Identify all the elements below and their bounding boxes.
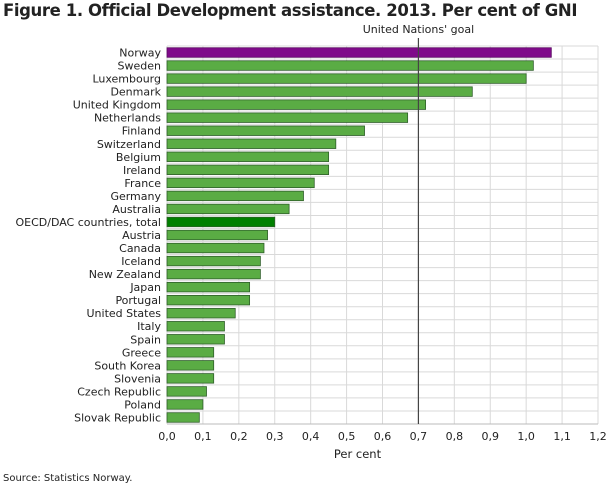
category-label: Canada [119, 242, 161, 255]
bar-japan [166, 281, 251, 293]
category-label: Iceland [121, 255, 161, 268]
bar-sweden [166, 60, 534, 71]
category-label: Sweden [118, 60, 161, 73]
bar-poland [166, 399, 204, 410]
x-tick-label: 0,1 [194, 430, 212, 443]
category-label: Austria [122, 229, 161, 242]
chart-title: Figure 1. Official Development assistanc… [3, 1, 578, 20]
bar-czech-republic [166, 386, 207, 397]
bar-united-states [166, 308, 236, 319]
bar-denmark [166, 86, 473, 97]
bar-new-zealand [166, 268, 261, 280]
bar-oecd-dac-countries-total [166, 216, 276, 228]
category-label: Belgium [116, 151, 161, 164]
bar-spain [166, 334, 225, 345]
x-tick-label: 0,4 [302, 430, 320, 443]
x-tick-label: 0,3 [266, 430, 284, 443]
x-tick-label: 0,2 [230, 430, 248, 443]
bar-canada [166, 242, 265, 254]
bar-belgium [166, 151, 330, 162]
category-label: Poland [124, 398, 161, 411]
category-label: Luxembourg [92, 73, 161, 86]
category-label: Finland [122, 125, 161, 138]
bar-slovak-republic [166, 412, 200, 423]
bar-norway [166, 47, 552, 58]
category-label: Switzerland [97, 138, 161, 151]
category-label: Japan [129, 281, 161, 294]
category-label: New Zealand [89, 268, 161, 281]
category-label: Ireland [123, 164, 161, 177]
bar-netherlands [166, 112, 409, 123]
category-label: Czech Republic [77, 385, 161, 398]
bar-france [166, 177, 315, 189]
category-label: France [124, 177, 161, 190]
category-label: Greece [122, 346, 161, 359]
category-label: Netherlands [94, 112, 161, 125]
category-label: Italy [137, 320, 161, 333]
bar-ireland [166, 164, 330, 175]
bar-iceland [166, 255, 261, 267]
source-note: Source: Statistics Norway. [3, 473, 133, 484]
bar-finland [166, 125, 365, 136]
x-tick-label: 0,7 [410, 430, 428, 443]
x-tick-label: 1,0 [517, 430, 535, 443]
category-label: Denmark [110, 86, 161, 99]
bar-switzerland [166, 138, 337, 149]
x-axis-title: Per cent [334, 447, 382, 461]
x-tick-label: 0,6 [374, 430, 392, 443]
un-goal-label: United Nations' goal [363, 23, 474, 36]
x-tick-label: 0,9 [482, 430, 500, 443]
x-tick-label: 1,2 [589, 430, 607, 443]
bar-slovenia [166, 373, 215, 384]
x-tick-label: 1,1 [553, 430, 571, 443]
category-label: United Kingdom [73, 99, 161, 112]
x-tick-label: 0,0 [158, 430, 176, 443]
bar-luxembourg [166, 73, 527, 84]
bar-australia [166, 203, 290, 215]
category-label: Portugal [115, 294, 161, 307]
category-label: Slovak Republic [74, 411, 161, 424]
category-label: Norway [119, 47, 161, 60]
bar-germany [166, 190, 304, 202]
category-label: United States [87, 307, 162, 320]
bar-united-kingdom [166, 99, 427, 110]
category-label: OECD/DAC countries, total [15, 216, 161, 229]
x-tick-label: 0,5 [338, 430, 356, 443]
bar-south-korea [166, 360, 215, 371]
bar-greece [166, 347, 215, 358]
category-label: Australia [112, 203, 161, 216]
bar-portugal [166, 295, 251, 306]
category-label: South Korea [94, 359, 161, 372]
category-label: Spain [130, 333, 161, 346]
bar-austria [166, 229, 268, 241]
category-label: Slovenia [114, 372, 161, 385]
x-tick-label: 0,8 [446, 430, 464, 443]
category-label: Germany [110, 190, 161, 203]
bar-italy [166, 321, 225, 332]
